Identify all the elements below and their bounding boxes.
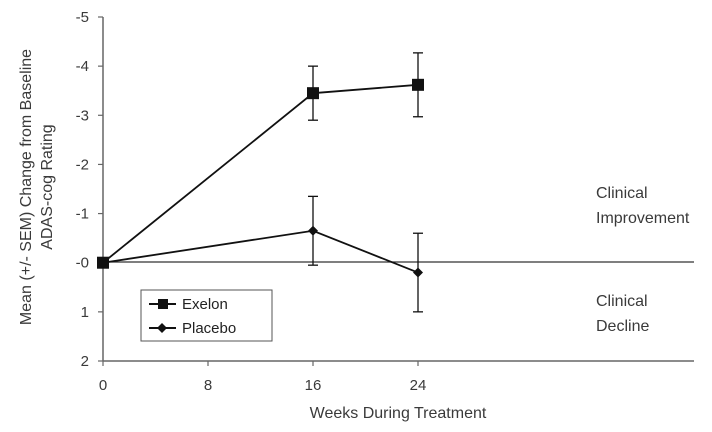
annotation-decline-line-2: Decline bbox=[596, 318, 649, 335]
y-tick-label: -3 bbox=[76, 107, 89, 124]
y-axis-label-line-2: ADAS-cog Rating bbox=[39, 124, 56, 249]
legend-box bbox=[140, 289, 273, 342]
data-point bbox=[307, 87, 319, 100]
y-tick-label: -5 bbox=[76, 9, 89, 26]
ticks: -5 -4 -3 -2 -1 -0 1 20 8 16 24 bbox=[76, 9, 427, 394]
legend-placebo-label: Placebo bbox=[182, 320, 236, 337]
series-layer bbox=[97, 52, 424, 313]
legend-exelon-label: Exelon bbox=[182, 296, 228, 313]
data-point bbox=[413, 267, 423, 278]
legend-item-placebo: Placebo bbox=[149, 320, 236, 337]
legend-placebo-marker bbox=[157, 323, 167, 333]
data-point bbox=[308, 225, 318, 236]
legend-exelon-marker bbox=[158, 299, 168, 309]
series-placebo bbox=[98, 195, 423, 313]
data-point bbox=[98, 257, 108, 268]
annotation-clinical-decline: Clinical Decline bbox=[596, 293, 649, 335]
annotation-improvement-line-1: Clinical bbox=[596, 185, 648, 202]
y-tick-label: -4 bbox=[76, 58, 89, 75]
x-axis-label: Weeks During Treatment bbox=[310, 405, 487, 422]
annotation-clinical-improvement: Clinical Improvement bbox=[596, 185, 690, 227]
axes bbox=[102, 17, 694, 362]
x-tick-label: 16 bbox=[305, 377, 322, 394]
y-tick-label: 2 bbox=[81, 353, 89, 370]
data-point bbox=[412, 78, 424, 91]
x-tick-label: 0 bbox=[99, 377, 107, 394]
annotation-improvement-line-2: Improvement bbox=[596, 210, 690, 227]
series-line bbox=[102, 83, 419, 264]
y-tick-label: -1 bbox=[76, 206, 89, 223]
legend: Exelon Placebo bbox=[140, 289, 273, 342]
series-exelon bbox=[97, 52, 424, 269]
y-tick-label: -2 bbox=[76, 156, 89, 173]
legend-item-exelon: Exelon bbox=[149, 296, 228, 313]
x-tick-label: 8 bbox=[204, 377, 212, 394]
y-tick-label: 1 bbox=[81, 304, 89, 321]
y-axis-label-line-1: Mean (+/- SEM) Change from Baseline bbox=[18, 49, 35, 325]
series-line bbox=[102, 229, 419, 274]
x-tick-label: 24 bbox=[410, 377, 427, 394]
annotation-decline-line-1: Clinical bbox=[596, 293, 648, 310]
y-tick-label: -0 bbox=[76, 255, 89, 272]
